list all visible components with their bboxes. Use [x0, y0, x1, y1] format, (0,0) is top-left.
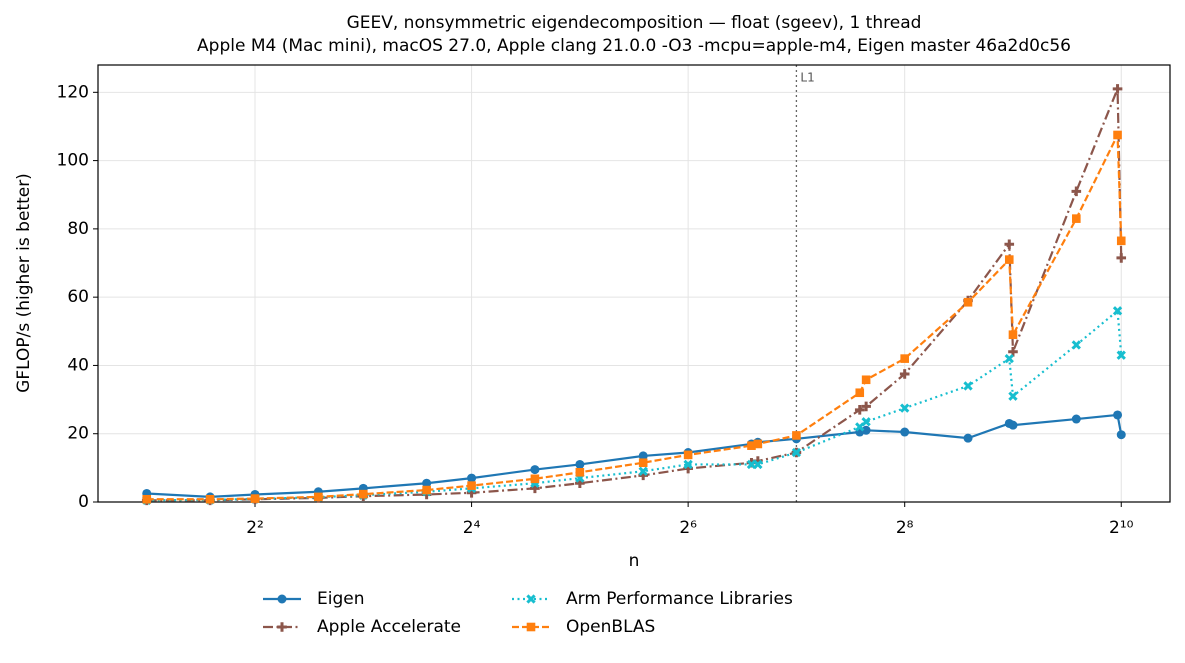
legend-marker: [526, 594, 536, 604]
reference-label: L1: [800, 71, 814, 85]
marker: [900, 427, 910, 437]
marker: [142, 494, 152, 504]
marker: [1071, 186, 1082, 197]
marker: [861, 417, 871, 427]
marker: [314, 492, 323, 502]
marker: [1113, 130, 1122, 140]
marker: [467, 473, 477, 483]
marker: [530, 465, 540, 475]
legend-label: Eigen: [317, 589, 365, 609]
legend-label: Apple Accelerate: [317, 617, 461, 637]
marker: [753, 439, 763, 449]
legend-marker: [526, 622, 536, 632]
marker: [1116, 430, 1126, 440]
marker: [1008, 346, 1018, 357]
marker: [467, 481, 476, 490]
marker: [575, 459, 585, 469]
marker: [575, 467, 585, 477]
series-line: [146, 134, 1123, 501]
marker: [854, 405, 865, 415]
marker: [683, 450, 693, 460]
marker: [753, 459, 763, 470]
y-tick-label: 40: [67, 355, 89, 375]
x-tick-label: 2²: [246, 518, 264, 538]
x-tick-label: 2¹⁰: [1109, 518, 1134, 538]
y-axis-label: GFLOP/s (higher is better): [14, 173, 34, 393]
marker: [1008, 330, 1018, 340]
marker: [963, 297, 973, 307]
y-tick-label: 100: [57, 151, 89, 171]
marker: [1071, 340, 1081, 350]
marker: [861, 375, 871, 385]
marker: [963, 381, 973, 391]
marker: [638, 458, 648, 468]
marker: [747, 441, 756, 450]
x-axis-label: n: [629, 551, 640, 571]
x-tick-label: 2⁸: [896, 518, 914, 538]
marker: [422, 485, 431, 495]
marker: [899, 369, 910, 379]
legend-marker: [277, 594, 287, 604]
marker: [900, 403, 910, 413]
marker: [1004, 239, 1015, 250]
series-line: [146, 308, 1123, 502]
marker: [638, 451, 648, 461]
marker: [861, 401, 871, 412]
marker: [855, 388, 865, 398]
legend-label: Arm Performance Libraries: [566, 589, 793, 609]
marker: [250, 494, 260, 503]
marker: [791, 447, 802, 458]
x-tick-label: 2⁴: [463, 518, 481, 538]
marker: [1004, 255, 1014, 264]
marker: [1112, 306, 1123, 316]
marker: [205, 494, 215, 504]
chart-title: GEEV, nonsymmetric eigendecomposition — …: [347, 13, 922, 33]
marker: [963, 433, 973, 443]
marker: [1113, 410, 1123, 420]
y-tick-label: 60: [67, 287, 89, 307]
plot-frame: [97, 64, 1171, 503]
marker: [1116, 253, 1127, 263]
y-tick-label: 0: [78, 492, 89, 512]
marker: [683, 459, 693, 470]
y-tick-label: 80: [67, 219, 89, 239]
marker: [792, 431, 801, 440]
marker: [1071, 414, 1081, 424]
marker: [861, 425, 871, 435]
marker: [1112, 84, 1123, 94]
marker: [530, 474, 540, 484]
marker: [1072, 214, 1081, 223]
marker: [422, 478, 432, 488]
marker: [358, 489, 368, 499]
x-tick-label: 2⁶: [679, 518, 697, 538]
marker: [638, 466, 648, 476]
marker: [1004, 353, 1014, 364]
series-line: [146, 413, 1123, 498]
y-tick-label: 120: [57, 82, 89, 102]
marker: [1008, 420, 1018, 430]
marker: [1008, 391, 1018, 401]
chart-subtitle: Apple M4 (Mac mini), macOS 27.0, Apple c…: [197, 36, 1071, 56]
marker: [1116, 350, 1126, 360]
legend-marker: [277, 622, 287, 632]
legend-label: OpenBLAS: [566, 617, 655, 637]
marker: [900, 354, 909, 363]
y-tick-label: 20: [67, 424, 89, 444]
marker: [1116, 236, 1126, 246]
